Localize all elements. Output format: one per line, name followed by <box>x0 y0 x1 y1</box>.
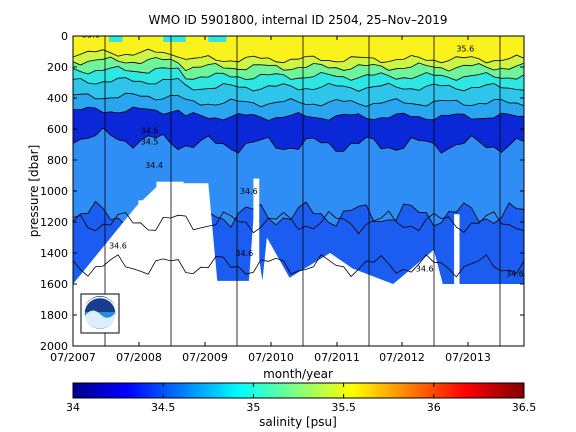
colorbar-tick-label: 36 <box>427 401 441 414</box>
y-tick-label: 1600 <box>40 278 68 291</box>
no-data-column <box>156 181 184 346</box>
contour-line <box>73 210 524 235</box>
chart-title: WMO ID 5901800, internal ID 2504, 25–Nov… <box>149 13 448 27</box>
colorbar-tick-label: 35 <box>246 401 260 414</box>
y-tick-label: 0 <box>61 30 68 43</box>
colorbar-tick-label: 36.5 <box>512 401 537 414</box>
y-tick-label: 2000 <box>40 340 68 353</box>
colorbar-label: salinity [psu] <box>259 415 337 429</box>
no-data-column <box>253 178 260 346</box>
y-tick-label: 1400 <box>40 247 68 260</box>
contour-labels: 35.6 34.6 34.5 34.4 34.6 34.6 34.6 34.6 35.6 34.6 <box>82 31 524 278</box>
noaa-logo <box>80 293 120 334</box>
y-tick-label: 1000 <box>40 185 68 198</box>
no-data-regions <box>73 178 524 346</box>
x-tick-label: 07/2008 <box>116 351 162 364</box>
salinity-band <box>73 36 524 64</box>
no-data-region <box>73 183 524 346</box>
y-axis-label: pressure [dbar] <box>27 145 41 238</box>
salinity-patch <box>163 36 186 42</box>
y-axis-ticks: 0 200 400 600 800 1000 1200 1400 1600 1800 2000 <box>40 30 524 353</box>
salinity-patch <box>109 36 123 42</box>
y-tick-label: 200 <box>47 61 68 74</box>
y-tick-label: 1800 <box>40 309 68 322</box>
x-axis-ticks: 07/2007 07/2008 07/2009 07/2010 07/2011 07/20… <box>50 36 491 364</box>
x-tick-label: 07/2010 <box>248 351 294 364</box>
no-data-column <box>138 200 148 346</box>
contour-line <box>73 254 524 278</box>
contour-label: 34.6 <box>109 241 127 250</box>
y-tick-label: 1200 <box>40 216 68 229</box>
contour-label: 34.6 <box>240 187 258 196</box>
y-tick-label: 400 <box>47 92 68 105</box>
profile-markers <box>104 36 501 346</box>
colorbar-ticks: 34 34.5 35 35.5 36 36.5 <box>66 383 536 414</box>
section-plot-area: 35.6 34.6 34.5 34.4 34.6 34.6 34.6 34.6 35.6 34.6 <box>73 31 524 346</box>
x-tick-label: 07/2009 <box>182 351 228 364</box>
x-tick-label: 07/2012 <box>379 351 425 364</box>
salinity-patch <box>208 36 227 42</box>
x-tick-label: 07/2007 <box>50 351 96 364</box>
x-tick-label: 07/2011 <box>314 351 360 364</box>
colorbar-tick-label: 34.5 <box>151 401 176 414</box>
x-tick-label: 07/2013 <box>445 351 491 364</box>
x-axis-label: month/year <box>263 367 333 381</box>
contour-lines <box>73 210 524 278</box>
colorbar-tick-label: 35.5 <box>331 401 356 414</box>
contour-label: 34.6 <box>235 249 253 258</box>
contour-label: 34.5 <box>141 138 159 147</box>
contour-label: 34.4 <box>145 161 163 170</box>
contour-label: 35.6 <box>82 31 100 40</box>
no-data-column <box>454 214 460 346</box>
colorbar-tick-label: 34 <box>66 401 80 414</box>
contour-label: 34.6 <box>416 265 434 274</box>
contour-label: 35.6 <box>456 45 474 54</box>
contour-label: 34.6 <box>506 269 524 278</box>
y-tick-label: 800 <box>47 154 68 167</box>
colorbar <box>72 382 525 399</box>
y-tick-label: 600 <box>47 123 68 136</box>
contour-label: 34.6 <box>141 127 159 136</box>
